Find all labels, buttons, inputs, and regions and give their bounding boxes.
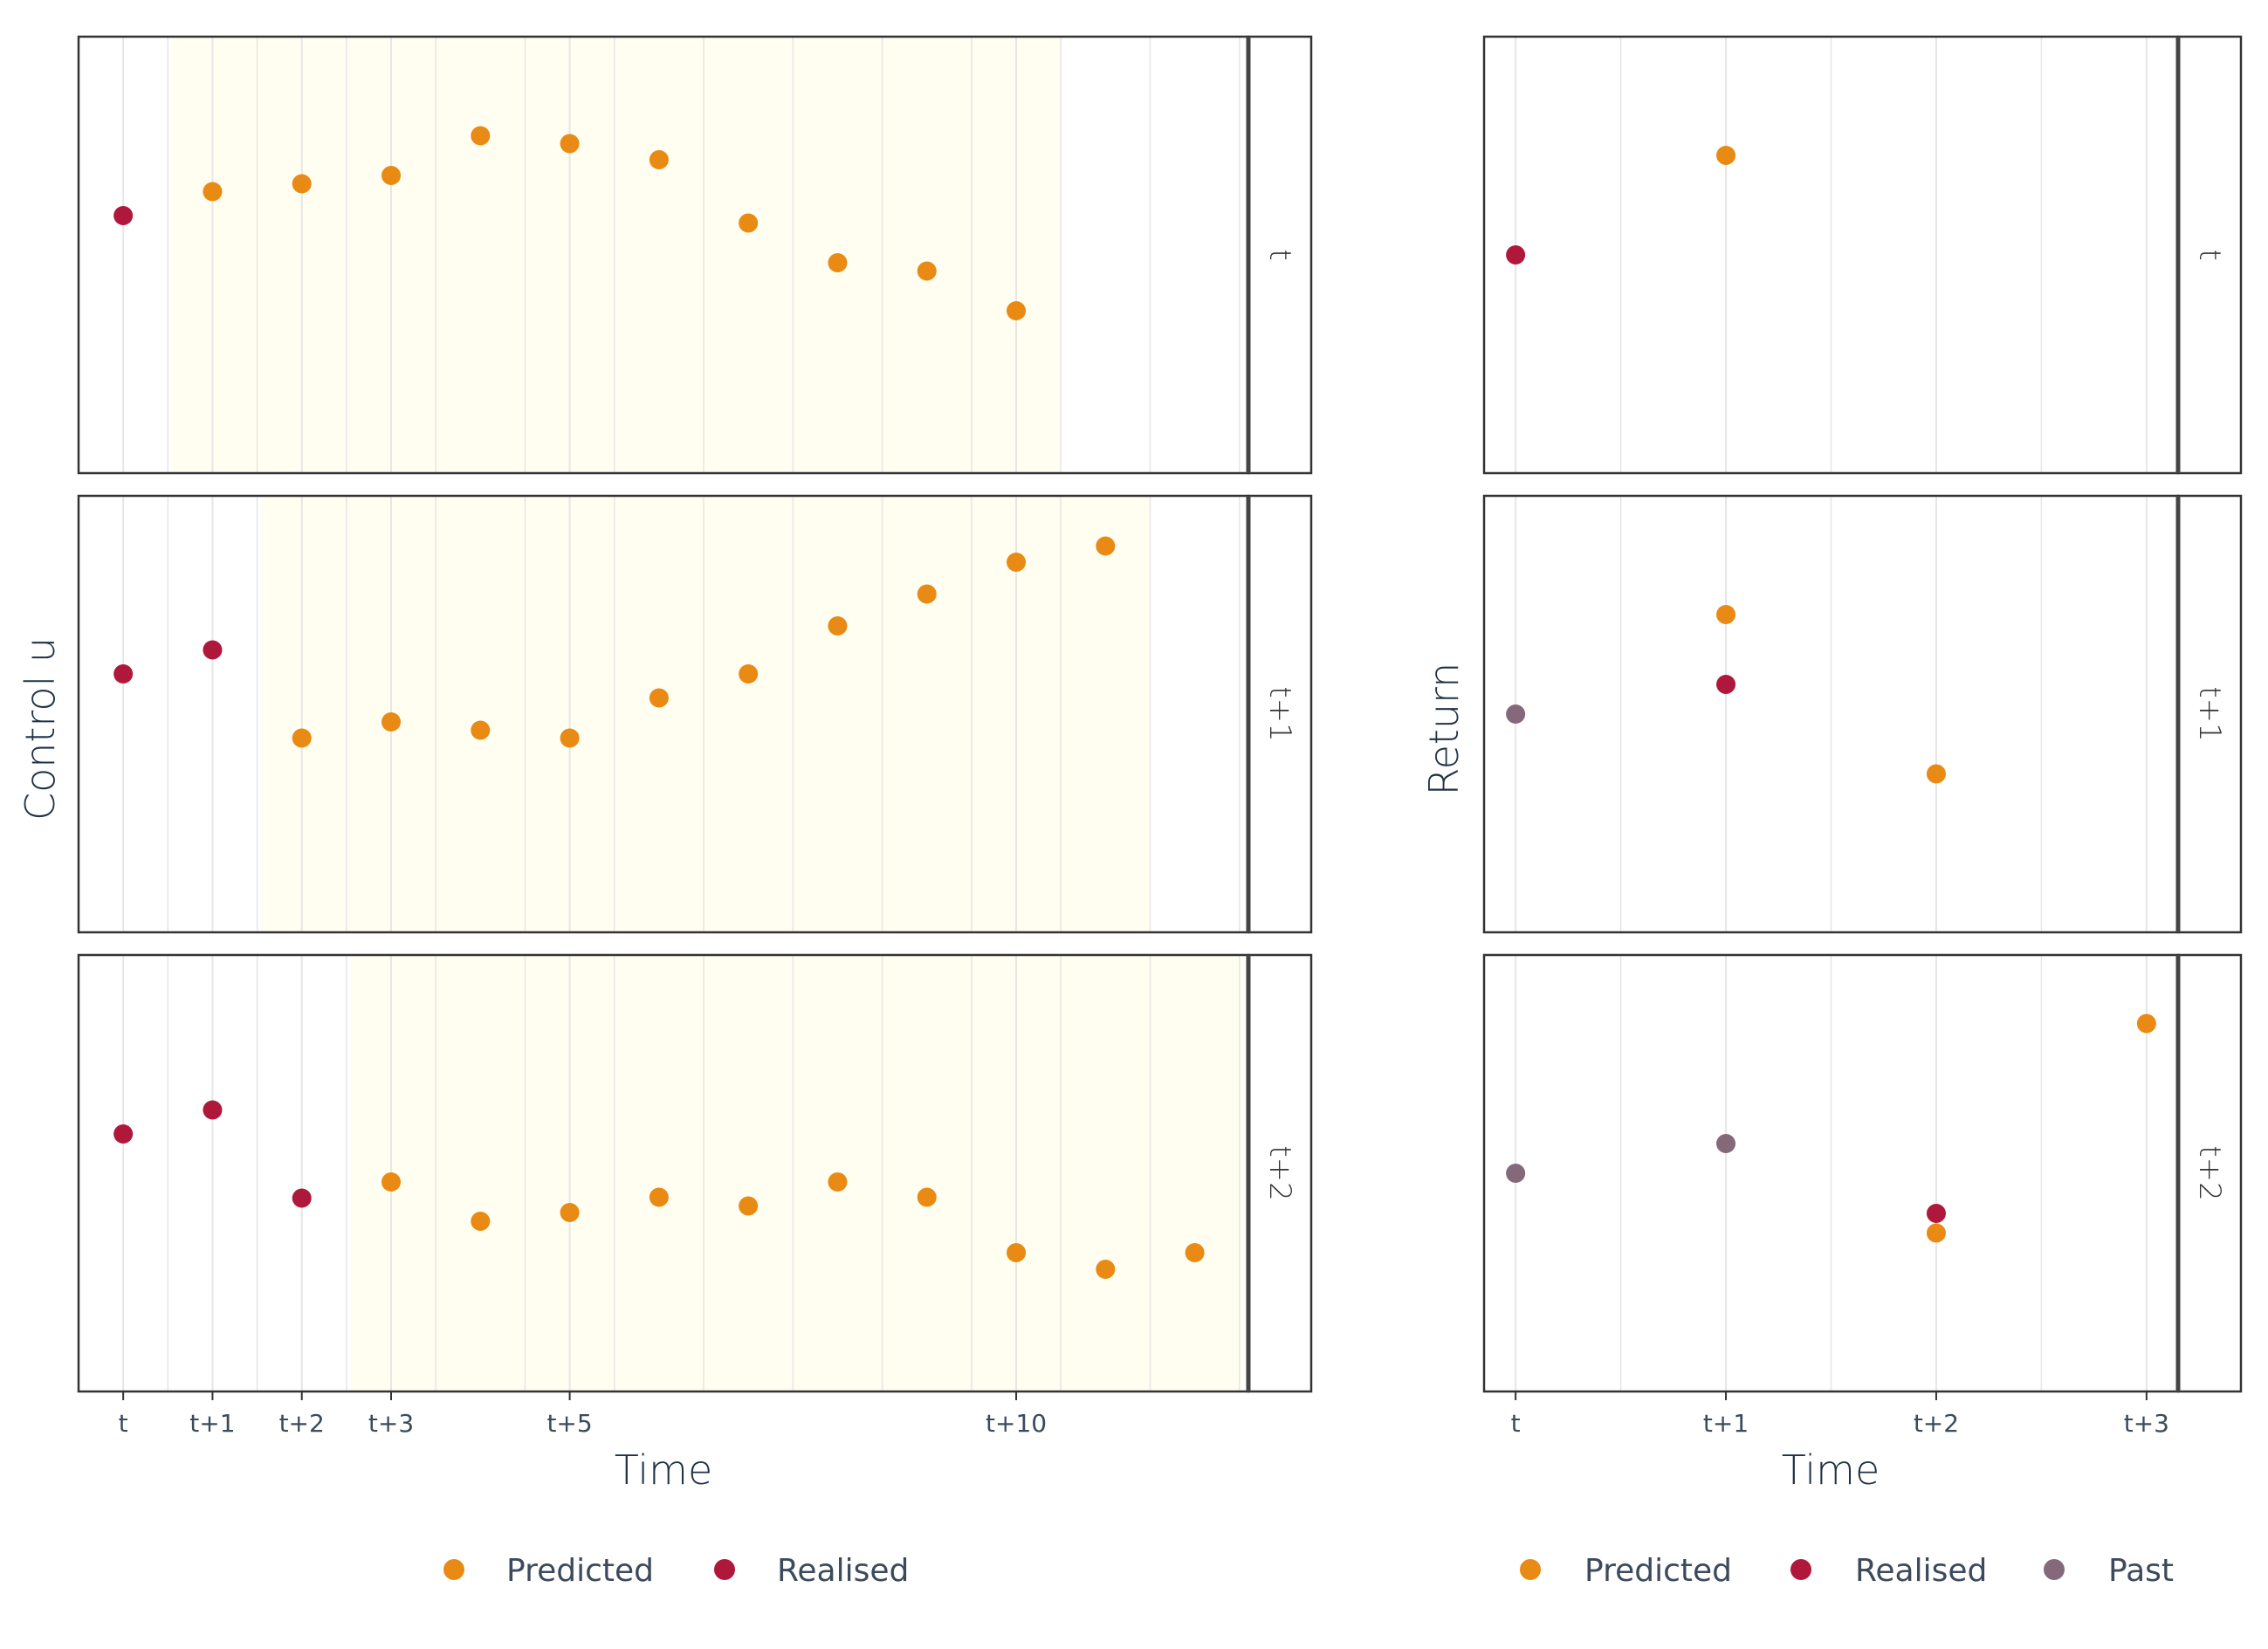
facet-strip-label: t bbox=[1262, 249, 1297, 260]
x-axis-title: Time bbox=[615, 1446, 713, 1494]
point-predicted bbox=[203, 182, 223, 202]
legend-label: Realised bbox=[777, 1553, 909, 1589]
legend-key-realised bbox=[1790, 1559, 1811, 1580]
legend-key-realised bbox=[714, 1559, 735, 1580]
facet-panel-2: t+2 bbox=[1482, 953, 2243, 1393]
point-predicted bbox=[828, 616, 848, 636]
facet-panel-0: t bbox=[77, 35, 1313, 475]
x-tick-label: t+3 bbox=[2124, 1409, 2169, 1438]
x-axis-title: Time bbox=[1782, 1446, 1880, 1494]
point-past bbox=[1506, 704, 1526, 724]
prediction-horizon-band bbox=[261, 496, 1151, 932]
point-predicted bbox=[739, 213, 759, 233]
legend-label: Realised bbox=[1855, 1553, 1987, 1589]
point-predicted bbox=[560, 728, 580, 748]
x-tick-label: t+2 bbox=[1914, 1409, 1959, 1438]
point-realised bbox=[1506, 245, 1526, 265]
point-predicted bbox=[1007, 301, 1027, 320]
facet-strip bbox=[1247, 494, 1313, 934]
legend-label: Predicted bbox=[1584, 1553, 1732, 1589]
facet-strip-label: t+1 bbox=[1262, 686, 1297, 741]
point-predicted bbox=[739, 664, 759, 684]
point-predicted bbox=[1007, 553, 1027, 572]
point-predicted bbox=[381, 1172, 402, 1192]
point-predicted bbox=[560, 134, 580, 154]
point-predicted bbox=[292, 728, 312, 748]
point-predicted bbox=[381, 166, 402, 185]
legend-label: Past bbox=[2108, 1553, 2174, 1589]
point-predicted bbox=[1096, 536, 1116, 556]
point-predicted bbox=[2136, 1013, 2156, 1034]
point-predicted bbox=[917, 1187, 937, 1207]
point-predicted bbox=[828, 1172, 848, 1192]
facet-strip-label: t bbox=[2192, 249, 2227, 260]
point-predicted bbox=[917, 261, 937, 281]
facet-strip bbox=[1247, 953, 1313, 1393]
y-axis-title: Return bbox=[1420, 663, 1467, 796]
point-predicted bbox=[471, 1212, 491, 1231]
point-predicted bbox=[1716, 605, 1736, 624]
chart-return: t t+1 t+2 t t+1 t+2 t+3 Time Return Predicted Real… bbox=[1420, 35, 2243, 1589]
point-predicted bbox=[471, 126, 491, 146]
legend-key-predicted bbox=[443, 1559, 464, 1580]
point-predicted bbox=[1926, 1223, 1946, 1243]
point-realised bbox=[1926, 1204, 1946, 1223]
y-axis-title: Control u bbox=[17, 637, 64, 821]
legend-label: Predicted bbox=[506, 1553, 654, 1589]
point-predicted bbox=[1007, 1243, 1027, 1262]
legend-key-past bbox=[2044, 1559, 2065, 1580]
x-tick-label: t bbox=[1511, 1409, 1521, 1438]
point-realised bbox=[203, 640, 223, 660]
facet-strip-label: t+1 bbox=[2192, 686, 2227, 741]
point-predicted bbox=[828, 253, 848, 272]
point-realised bbox=[113, 1124, 134, 1144]
point-predicted bbox=[649, 1187, 669, 1207]
x-tick-label: t+1 bbox=[189, 1409, 235, 1438]
point-predicted bbox=[292, 174, 312, 194]
point-realised bbox=[203, 1100, 223, 1120]
point-realised bbox=[292, 1188, 312, 1208]
point-predicted bbox=[917, 584, 937, 604]
x-tick-label: t+2 bbox=[279, 1409, 325, 1438]
legend-key-predicted bbox=[1520, 1559, 1541, 1580]
facet-panel-1: t+1 bbox=[1482, 494, 2243, 934]
point-predicted bbox=[1716, 146, 1736, 165]
facet-strip bbox=[2176, 494, 2243, 934]
point-predicted bbox=[1096, 1260, 1116, 1279]
facet-panel-0: t bbox=[1482, 35, 2243, 475]
prediction-horizon-band bbox=[172, 37, 1062, 473]
point-predicted bbox=[649, 150, 669, 169]
point-realised bbox=[113, 664, 134, 684]
point-realised bbox=[113, 206, 134, 225]
x-tick-label: t+5 bbox=[546, 1409, 592, 1438]
point-predicted bbox=[471, 720, 491, 740]
facet-strip-label: t+2 bbox=[1262, 1145, 1297, 1200]
prediction-horizon-band bbox=[350, 955, 1244, 1391]
point-predicted bbox=[381, 712, 402, 732]
facet-panel-2: t+2 bbox=[77, 953, 1313, 1393]
x-tick-label: t+1 bbox=[1703, 1409, 1749, 1438]
point-predicted bbox=[649, 688, 669, 708]
point-predicted bbox=[560, 1203, 580, 1222]
x-tick-label: t bbox=[119, 1409, 128, 1438]
x-tick-label: t+3 bbox=[368, 1409, 414, 1438]
point-predicted bbox=[739, 1196, 759, 1216]
point-realised bbox=[1716, 675, 1736, 694]
point-predicted bbox=[1185, 1243, 1205, 1262]
facet-panel-1: t+1 bbox=[77, 494, 1313, 934]
point-past bbox=[1506, 1164, 1526, 1183]
facet-strip bbox=[2176, 953, 2243, 1393]
facet-strip-label: t+2 bbox=[2192, 1145, 2227, 1200]
x-tick-label: t+10 bbox=[986, 1409, 1047, 1438]
point-predicted bbox=[1926, 764, 1946, 784]
chart-control-u: t t+1 t+2 t t+1 t+2 t+3 t+5 t+10 Time Control u Pre… bbox=[17, 35, 1313, 1589]
point-past bbox=[1716, 1134, 1736, 1153]
